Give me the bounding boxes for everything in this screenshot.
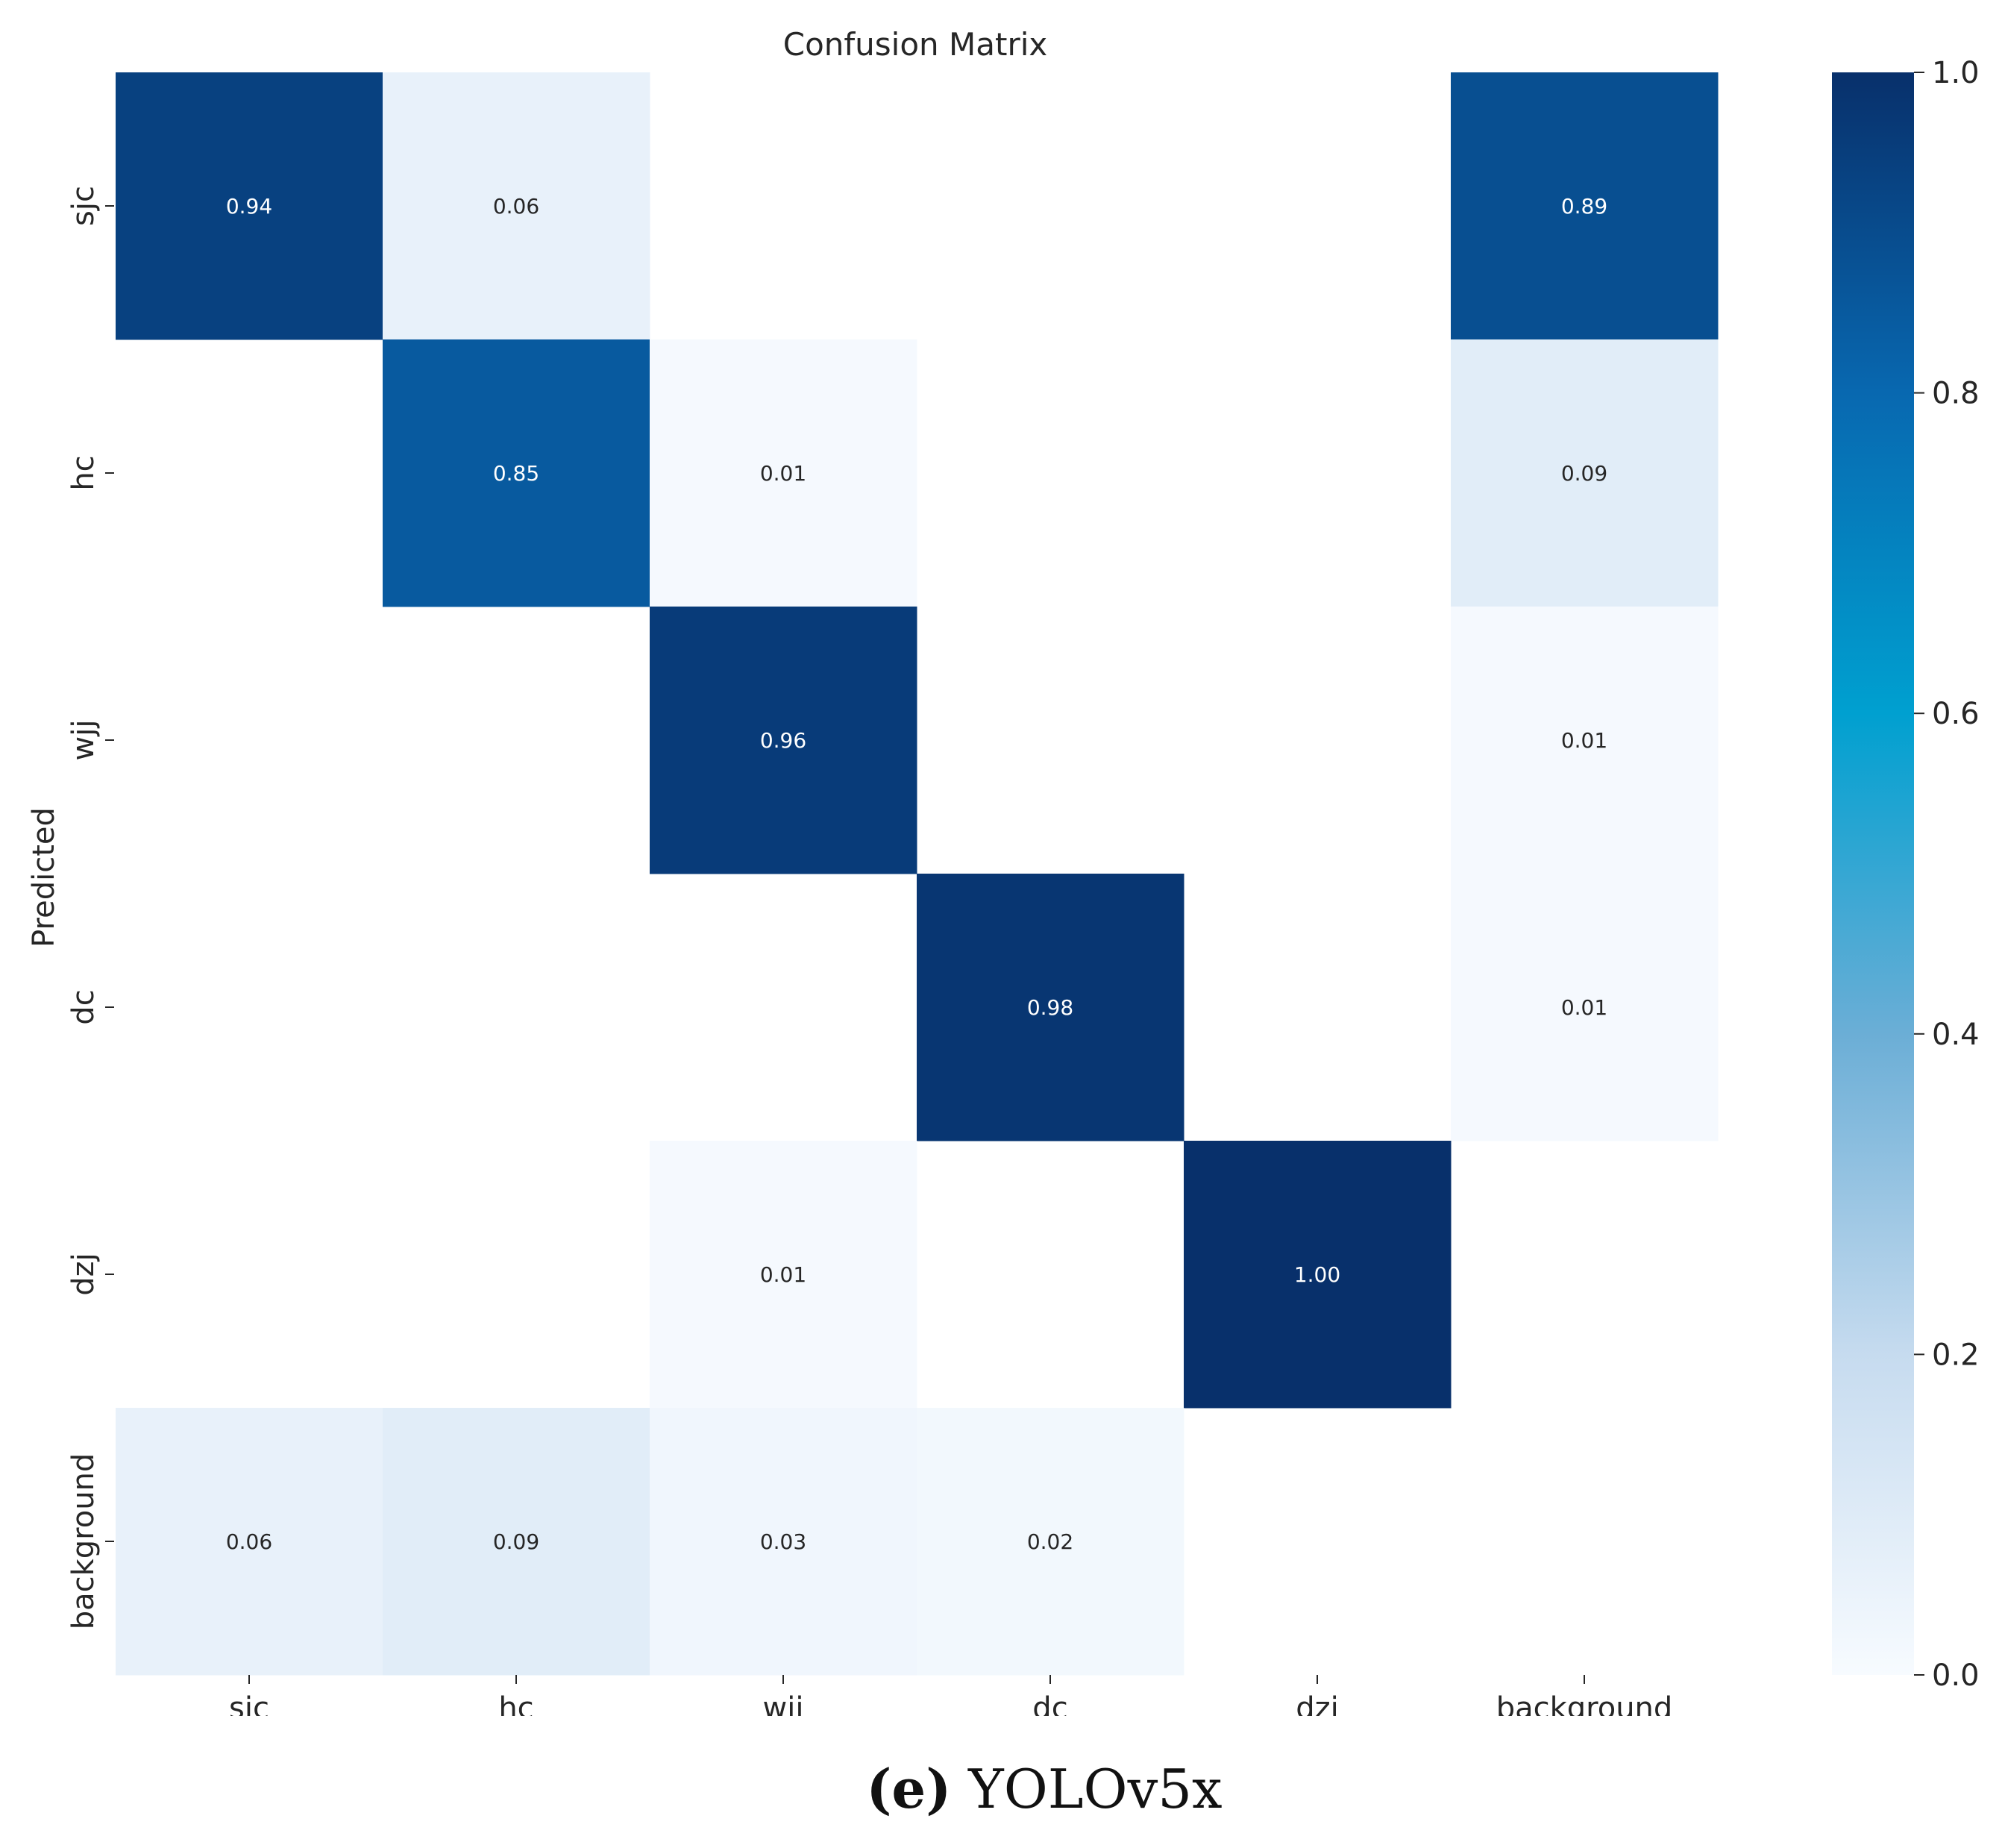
caption-label: (e) [866, 1757, 952, 1820]
heatmap-cells: 0.94 0.06 0.89 0.85 0.01 0.09 0.96 0.01 0.98 0.01… [116, 72, 1719, 1676]
colorbar-tick-label: 0.6 [1932, 697, 1980, 731]
heatmap-cell [917, 874, 1184, 1141]
y-axis-ticks: sjc hc wjj dc dzj background [66, 186, 114, 1629]
cell-value-label: 0.01 [1561, 728, 1607, 753]
colorbar: 0.0 0.2 0.4 0.6 0.8 1.0 [1832, 56, 1980, 1693]
x-tick-label: sjc [229, 1691, 269, 1716]
x-tick-label: dzj [1296, 1691, 1339, 1716]
heatmap-cell [383, 1408, 650, 1676]
heatmap-cell [116, 72, 383, 340]
colorbar-tick-label: 0.2 [1932, 1338, 1980, 1372]
heatmap-cell [1451, 72, 1719, 340]
x-tick-label: wjj [763, 1691, 804, 1716]
cell-value-label: 0.06 [493, 194, 539, 219]
caption-text: YOLOv5x [951, 1758, 1223, 1820]
cell-value-label: 0.96 [760, 728, 806, 753]
y-tick-label: sjc [66, 186, 101, 226]
heatmap-cell [650, 339, 917, 607]
cell-value-label: 0.02 [1027, 1529, 1073, 1554]
heatmap-cell [383, 72, 650, 340]
cell-value-label: 0.01 [1561, 995, 1607, 1020]
x-tick-label: dc [1032, 1691, 1067, 1716]
cell-value-label: 0.09 [493, 1529, 539, 1554]
cell-value-label: 0.94 [226, 194, 272, 219]
cell-value-label: 0.06 [226, 1529, 272, 1554]
x-axis-ticks: sjc hc wjj dc dzj background [229, 1675, 1672, 1716]
colorbar-tick-label: 0.8 [1932, 377, 1980, 411]
heatmap-cell [650, 607, 917, 874]
cell-value-label: 1.00 [1294, 1262, 1340, 1287]
colorbar-tick-label: 1.0 [1932, 56, 1980, 90]
cell-value-label: 0.89 [1561, 194, 1607, 219]
x-tick-label: hc [498, 1691, 533, 1716]
colorbar-ticks: 0.0 0.2 0.4 0.6 0.8 1.0 [1914, 56, 1980, 1693]
y-tick-label: background [66, 1453, 101, 1630]
colorbar-tick-label: 0.0 [1932, 1658, 1980, 1693]
chart-title: Confusion Matrix [783, 26, 1048, 63]
heatmap-cell [116, 1408, 383, 1676]
x-tick-label: background [1496, 1691, 1673, 1716]
colorbar-gradient [1832, 72, 1914, 1675]
y-axis-label: Predicted [27, 807, 61, 948]
heatmap-cell [917, 1408, 1184, 1676]
y-tick-label: wjj [66, 720, 101, 761]
cell-value-label: 0.09 [1561, 461, 1607, 486]
cell-value-label: 0.01 [760, 1262, 806, 1287]
heatmap-cell [383, 339, 650, 607]
cell-value-label: 0.85 [493, 461, 539, 486]
colorbar-tick-label: 0.4 [1932, 1018, 1980, 1052]
cell-value-label: 0.03 [760, 1529, 806, 1554]
heatmap-cell [1451, 874, 1719, 1141]
y-tick-label: hc [66, 455, 101, 490]
heatmap-cell [650, 1141, 917, 1409]
y-tick-label: dc [66, 989, 101, 1024]
heatmap-cell [1184, 1141, 1452, 1409]
figure-caption: (e) YOLOv5x [0, 1757, 2002, 1820]
cell-value-label: 0.98 [1027, 995, 1073, 1020]
heatmap-cell [1451, 607, 1719, 874]
heatmap-cell [1451, 339, 1719, 607]
heatmap-cell [650, 1408, 917, 1676]
confusion-matrix-chart: Confusion Matrix 0.94 0.06 0.89 0.85 0.01 0.0… [27, 26, 1980, 1716]
y-tick-label: dzj [66, 1253, 101, 1296]
cell-value-label: 0.01 [760, 461, 806, 486]
